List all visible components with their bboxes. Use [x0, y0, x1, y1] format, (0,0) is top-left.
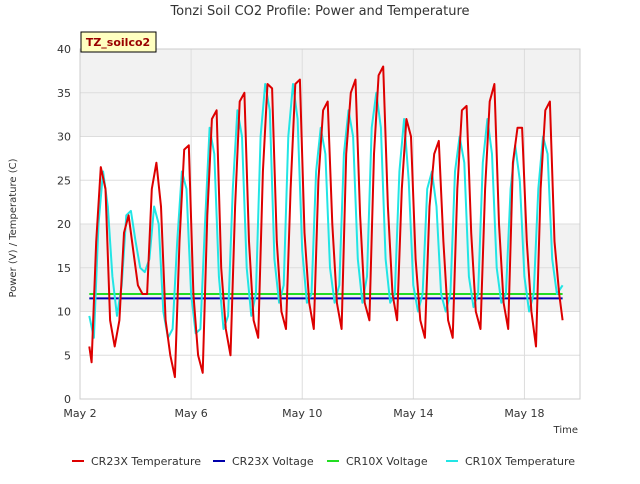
x-axis-label: Time [553, 425, 578, 436]
y-tick-label: 15 [57, 262, 71, 275]
legend-label: CR23X Temperature [91, 455, 201, 468]
y-tick-label: 10 [57, 306, 71, 319]
y-tick-label: 35 [57, 87, 71, 100]
legend-label: CR10X Temperature [465, 455, 575, 468]
chart-title: Tonzi Soil CO2 Profile: Power and Temper… [169, 4, 469, 19]
legend-label: CR10X Voltage [346, 455, 428, 468]
plot-frame [79, 48, 581, 400]
annotation-box-bg [80, 31, 157, 53]
series-layer [88, 65, 564, 379]
annotation-box: TZ_soilco2 [80, 31, 157, 53]
y-tick-label: 5 [64, 349, 71, 362]
series-line-cr23x-temperature [88, 65, 564, 379]
y-tick-label: 30 [57, 131, 71, 144]
y-axis-ticks: 0 5 10 15 20 25 30 35 40 [57, 43, 71, 406]
x-tick-label: May 14 [393, 407, 433, 420]
x-tick-label: May 18 [504, 407, 544, 420]
y-axis-label: Power (V) / Temperature (C) [8, 158, 19, 297]
legend: CR23X Temperature CR23X Voltage CR10X Volt… [72, 455, 575, 468]
x-axis-ticks: May 2 May 6 May 10 May 14 May 18 [63, 407, 544, 420]
y-tick-label: 0 [64, 393, 71, 406]
legend-label: CR23X Voltage [232, 455, 314, 468]
x-tick-label: May 6 [174, 407, 207, 420]
y-tick-label: 40 [57, 43, 71, 56]
y-tick-label: 20 [57, 218, 71, 231]
x-tick-label: May 2 [63, 407, 96, 420]
x-tick-label: May 10 [282, 407, 322, 420]
y-tick-label: 25 [57, 174, 71, 187]
annotation-label: TZ_soilco2 [86, 36, 150, 49]
